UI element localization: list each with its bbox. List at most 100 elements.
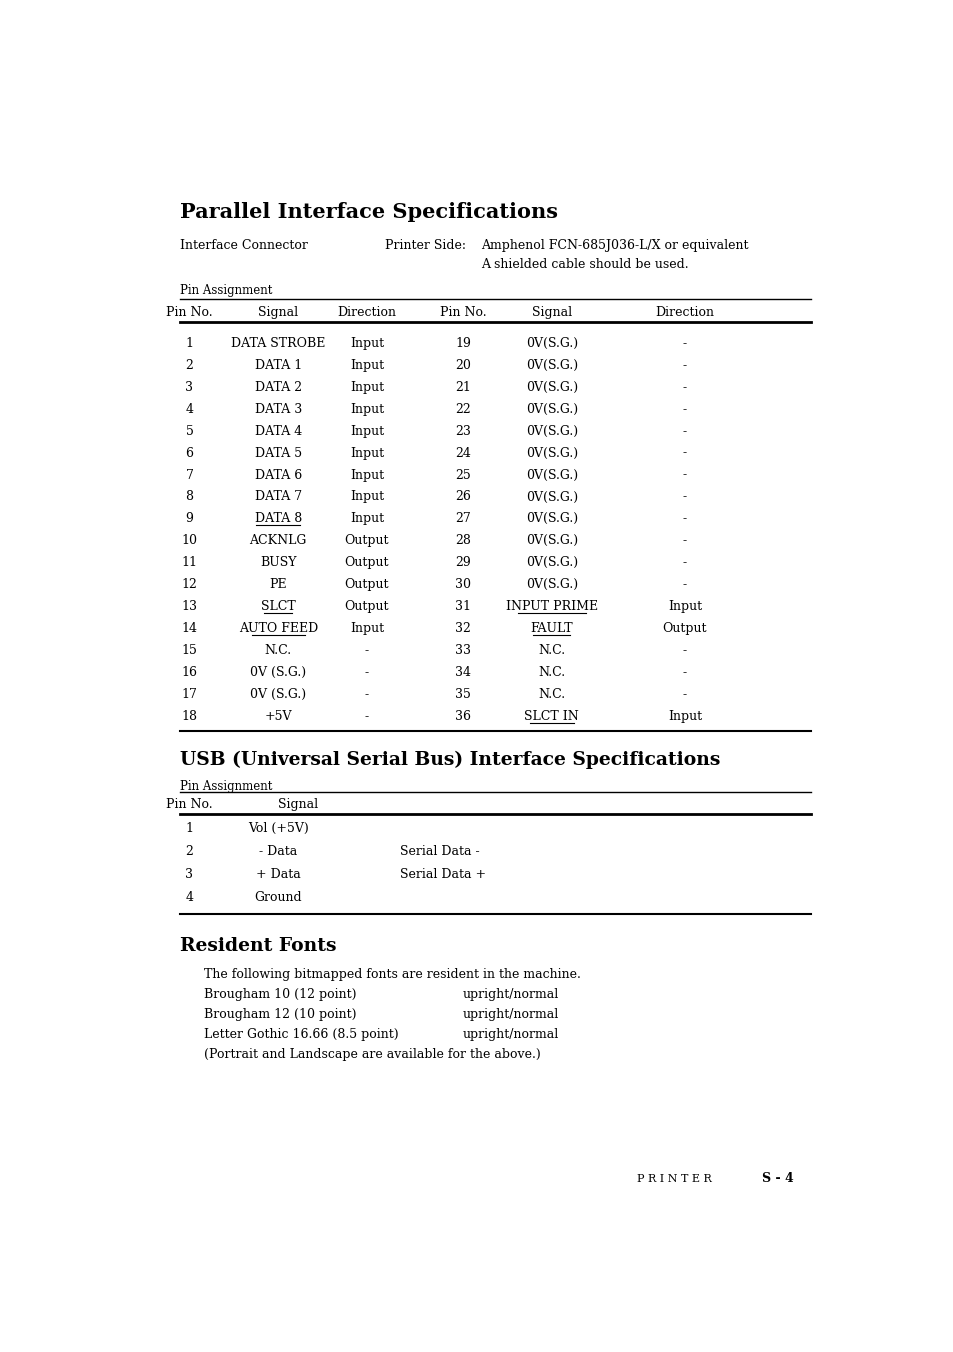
- Text: Brougham 12 (10 point): Brougham 12 (10 point): [204, 1009, 356, 1021]
- Text: upright/normal: upright/normal: [462, 1028, 558, 1041]
- Text: upright/normal: upright/normal: [462, 988, 558, 1000]
- Text: -: -: [364, 644, 369, 657]
- Text: Pin No.: Pin No.: [439, 306, 486, 319]
- Text: A shielded cable should be used.: A shielded cable should be used.: [481, 258, 688, 272]
- Text: Output: Output: [344, 556, 389, 569]
- Text: 23: 23: [455, 425, 471, 438]
- Text: -: -: [682, 688, 686, 700]
- Text: DATA 1: DATA 1: [254, 358, 301, 372]
- Text: 9: 9: [185, 512, 193, 526]
- Text: (Portrait and Landscape are available for the above.): (Portrait and Landscape are available fo…: [204, 1048, 540, 1061]
- Text: Input: Input: [350, 469, 384, 481]
- Text: 0V(S.G.): 0V(S.G.): [525, 491, 578, 503]
- Text: USB (Universal Serial Bus) Interface Specifications: USB (Universal Serial Bus) Interface Spe…: [180, 750, 720, 769]
- Text: 36: 36: [455, 710, 471, 723]
- Text: Ground: Ground: [254, 891, 302, 904]
- Text: Letter Gothic 16.66 (8.5 point): Letter Gothic 16.66 (8.5 point): [204, 1028, 398, 1041]
- Text: BUSY: BUSY: [259, 556, 296, 569]
- Text: 22: 22: [455, 403, 471, 415]
- Text: 5: 5: [185, 425, 193, 438]
- Text: 0V(S.G.): 0V(S.G.): [525, 358, 578, 372]
- Text: DATA 4: DATA 4: [254, 425, 301, 438]
- Text: 1: 1: [185, 337, 193, 350]
- Text: 0V(S.G.): 0V(S.G.): [525, 534, 578, 548]
- Text: DATA 5: DATA 5: [254, 446, 301, 460]
- Text: -: -: [682, 381, 686, 393]
- Text: DATA 3: DATA 3: [254, 403, 301, 415]
- Text: S - 4: S - 4: [761, 1172, 794, 1186]
- Text: AUTO FEED: AUTO FEED: [238, 622, 317, 635]
- Text: 0V(S.G.): 0V(S.G.): [525, 469, 578, 481]
- Text: 18: 18: [181, 710, 197, 723]
- Text: 29: 29: [455, 556, 471, 569]
- Text: 14: 14: [181, 622, 197, 635]
- Text: 13: 13: [181, 600, 197, 614]
- Text: Input: Input: [350, 358, 384, 372]
- Text: 17: 17: [181, 688, 197, 700]
- Text: Pin No.: Pin No.: [166, 306, 213, 319]
- Text: -: -: [682, 556, 686, 569]
- Text: - Data: - Data: [259, 845, 297, 859]
- Text: 0V (S.G.): 0V (S.G.): [250, 688, 306, 700]
- Text: +5V: +5V: [264, 710, 292, 723]
- Text: 12: 12: [181, 579, 197, 591]
- Text: -: -: [682, 403, 686, 415]
- Text: N.C.: N.C.: [537, 644, 565, 657]
- Text: -: -: [364, 688, 369, 700]
- Text: 16: 16: [181, 667, 197, 679]
- Text: 30: 30: [455, 579, 471, 591]
- Text: Input: Input: [350, 512, 384, 526]
- Text: 28: 28: [455, 534, 471, 548]
- Text: 0V(S.G.): 0V(S.G.): [525, 381, 578, 393]
- Text: -: -: [682, 667, 686, 679]
- Text: -: -: [682, 579, 686, 591]
- Text: -: -: [682, 469, 686, 481]
- Text: Signal: Signal: [258, 306, 298, 319]
- Text: Input: Input: [350, 425, 384, 438]
- Text: 4: 4: [185, 403, 193, 415]
- Text: SLCT IN: SLCT IN: [524, 710, 578, 723]
- Text: 4: 4: [185, 891, 193, 904]
- Text: 15: 15: [181, 644, 197, 657]
- Text: Parallel Interface Specifications: Parallel Interface Specifications: [180, 203, 558, 222]
- Text: -: -: [364, 667, 369, 679]
- Text: PE: PE: [269, 579, 287, 591]
- Text: 8: 8: [185, 491, 193, 503]
- Text: 0V(S.G.): 0V(S.G.): [525, 403, 578, 415]
- Text: -: -: [682, 446, 686, 460]
- Text: SLCT: SLCT: [260, 600, 295, 614]
- Text: Amphenol FCN-685J036-L/X or equivalent: Amphenol FCN-685J036-L/X or equivalent: [481, 239, 748, 253]
- Text: 34: 34: [455, 667, 471, 679]
- Text: DATA STROBE: DATA STROBE: [231, 337, 325, 350]
- Text: 19: 19: [455, 337, 471, 350]
- Text: 6: 6: [185, 446, 193, 460]
- Text: Pin Assignment: Pin Assignment: [180, 284, 272, 297]
- Text: 0V(S.G.): 0V(S.G.): [525, 556, 578, 569]
- Text: Pin No.: Pin No.: [166, 798, 213, 811]
- Text: Input: Input: [350, 337, 384, 350]
- Text: Input: Input: [350, 491, 384, 503]
- Text: DATA 6: DATA 6: [254, 469, 301, 481]
- Text: 24: 24: [455, 446, 471, 460]
- Text: Input: Input: [350, 446, 384, 460]
- Text: 31: 31: [455, 600, 471, 614]
- Text: Signal: Signal: [278, 798, 318, 811]
- Text: 3: 3: [185, 381, 193, 393]
- Text: DATA 8: DATA 8: [254, 512, 301, 526]
- Text: 10: 10: [181, 534, 197, 548]
- Text: 11: 11: [181, 556, 197, 569]
- Text: Resident Fonts: Resident Fonts: [180, 937, 336, 955]
- Text: Input: Input: [667, 710, 701, 723]
- Text: ACKNLG: ACKNLG: [250, 534, 307, 548]
- Text: 0V (S.G.): 0V (S.G.): [250, 667, 306, 679]
- Text: Serial Data -: Serial Data -: [400, 845, 479, 859]
- Text: N.C.: N.C.: [537, 667, 565, 679]
- Text: 0V(S.G.): 0V(S.G.): [525, 446, 578, 460]
- Text: Output: Output: [344, 600, 389, 614]
- Text: Direction: Direction: [337, 306, 396, 319]
- Text: FAULT: FAULT: [530, 622, 573, 635]
- Text: 35: 35: [455, 688, 471, 700]
- Text: INPUT PRIME: INPUT PRIME: [505, 600, 598, 614]
- Text: + Data: + Data: [255, 868, 300, 882]
- Text: Output: Output: [662, 622, 706, 635]
